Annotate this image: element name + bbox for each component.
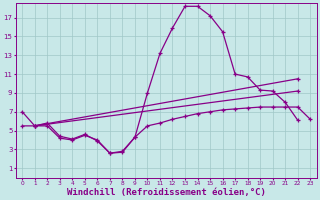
X-axis label: Windchill (Refroidissement éolien,°C): Windchill (Refroidissement éolien,°C)	[67, 188, 266, 197]
